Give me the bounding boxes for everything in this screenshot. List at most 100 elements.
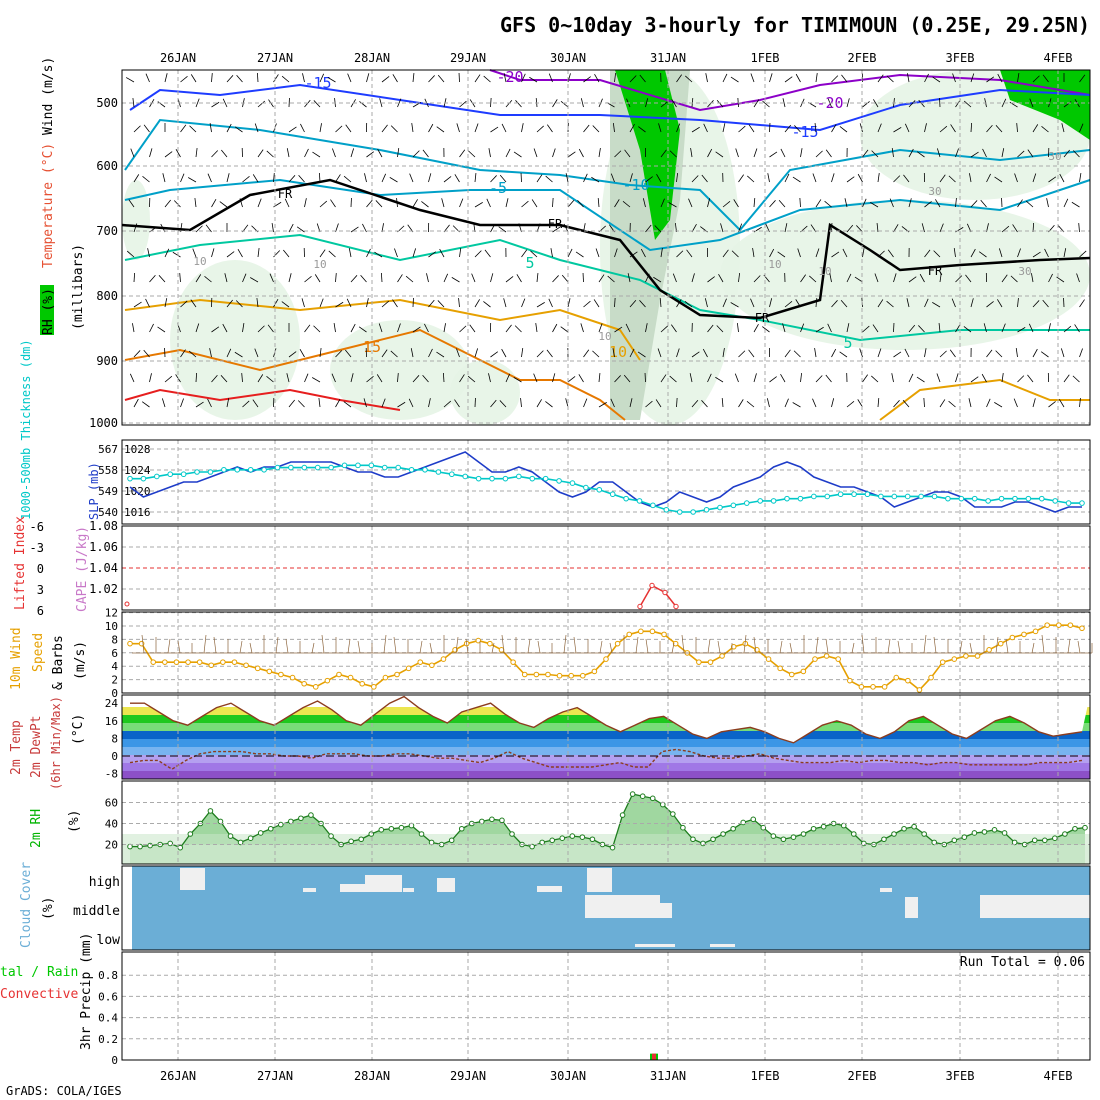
- wind-barb: [424, 323, 429, 333]
- wind-barb: [149, 323, 154, 333]
- slp-tick-label: 1016: [124, 506, 151, 519]
- wind-barb: [164, 199, 171, 208]
- wind-barb: [304, 148, 309, 158]
- wind10-point: [371, 684, 377, 690]
- wind-barb: [288, 126, 297, 133]
- wind-barb: [769, 73, 773, 83]
- rh2m-point: [207, 808, 214, 814]
- wind-barb: [932, 76, 941, 83]
- wind-barb: [1063, 149, 1070, 158]
- wind10-point: [1044, 622, 1050, 628]
- wind-barb: [668, 202, 677, 208]
- wind-barb: [629, 398, 633, 408]
- wind10-point: [1009, 634, 1016, 641]
- wind-barb: [684, 301, 693, 308]
- wind-barb: [614, 297, 616, 308]
- wind10-point: [928, 674, 934, 681]
- wind10-point: [661, 631, 667, 638]
- thickness-axis-label: 1000-500mb Thickness (dm): [19, 339, 33, 520]
- top-date-label: 30JAN: [550, 51, 586, 65]
- contour-label: FR: [278, 187, 293, 201]
- wind-barb: [257, 374, 264, 383]
- wind-barb: [795, 73, 801, 83]
- wind-barb: [412, 326, 421, 333]
- wind-barb: [676, 123, 681, 133]
- cloud-frame: [121, 865, 1091, 951]
- temp-band: [122, 747, 1090, 755]
- wind-barb: [1079, 299, 1085, 308]
- wind-barb: [484, 249, 491, 258]
- temp2m-axis-label-d: (°C): [71, 714, 86, 745]
- wind-barb: [737, 323, 739, 333]
- wind-barb: [862, 149, 869, 158]
- rh2m-point: [639, 793, 646, 800]
- wind-barb: [319, 200, 328, 208]
- thickness-point: [1038, 495, 1045, 502]
- wind10-point: [905, 677, 911, 684]
- wind-barb: [840, 299, 848, 308]
- wind-barb: [777, 251, 786, 258]
- wind-barb: [474, 299, 480, 308]
- precip-convective-bar: [652, 1053, 656, 1060]
- wind-barb: [657, 348, 662, 358]
- rh2m-point: [569, 833, 576, 839]
- wind-barb: [410, 348, 414, 358]
- wind-barb: [970, 73, 975, 83]
- rh2m-point: [1062, 831, 1068, 837]
- wind-barb: [653, 276, 662, 283]
- wind-barb: [750, 73, 755, 83]
- wind10-point: [835, 656, 841, 662]
- wind-barb: [1079, 74, 1086, 83]
- precip-legend-total: tal / Rain: [0, 965, 78, 980]
- wind-barb: [862, 248, 865, 258]
- temp-contour-15: [124, 328, 626, 421]
- wind-barb: [376, 374, 383, 383]
- wind-barb: [304, 373, 309, 383]
- cloud-block: [340, 884, 365, 892]
- li-tick-label: 3: [37, 583, 44, 597]
- wind-barb: [707, 276, 715, 283]
- wind-barb: [968, 398, 972, 408]
- wind10-barb: [527, 638, 531, 654]
- temp-contour-10: [124, 298, 641, 361]
- rh2m-point: [137, 843, 143, 850]
- rh2m-point: [911, 823, 917, 830]
- wind10-tick-label: 6: [111, 647, 118, 660]
- wind-barb: [545, 401, 553, 408]
- wind-barb: [592, 350, 600, 358]
- wind-barb: [844, 198, 848, 208]
- wind-barb: [707, 198, 711, 208]
- wind-barb: [426, 273, 429, 283]
- wind10-tick-label: 0: [111, 687, 118, 700]
- rh2m-point: [489, 816, 495, 823]
- wind10-barb: [887, 638, 891, 654]
- wind-barb: [1079, 348, 1083, 358]
- wind-barb: [126, 77, 135, 83]
- wind-barb: [459, 100, 467, 108]
- wind-barb: [397, 323, 401, 333]
- wind10-barb: [851, 642, 855, 654]
- wind10-point: [510, 659, 516, 665]
- li-tick-label: 0: [37, 562, 44, 576]
- wind-barb: [862, 325, 870, 333]
- wind-barb: [738, 399, 744, 408]
- temp2m-axis-label-c: (6hr Min/Max): [49, 696, 63, 790]
- wind-barb: [734, 373, 739, 383]
- wind-barb: [746, 401, 755, 408]
- wind10-barb: [167, 638, 171, 654]
- rh-axis-label: RH (%): [41, 288, 56, 335]
- temp2m-tick-label: -8: [105, 768, 118, 781]
- wind-barb: [164, 375, 173, 383]
- wind-barb: [877, 348, 882, 358]
- wind-barb: [505, 198, 509, 208]
- wind-barb: [411, 123, 414, 133]
- wind-barb: [1048, 176, 1057, 183]
- wind-barb: [474, 250, 482, 258]
- wind-barb: [629, 173, 633, 183]
- wind-barb: [1041, 126, 1049, 133]
- wind-barb: [335, 272, 337, 283]
- wind-barb: [319, 73, 325, 83]
- wind-barb: [162, 173, 166, 183]
- wind-barb: [234, 351, 243, 358]
- rh2m-point: [820, 823, 827, 830]
